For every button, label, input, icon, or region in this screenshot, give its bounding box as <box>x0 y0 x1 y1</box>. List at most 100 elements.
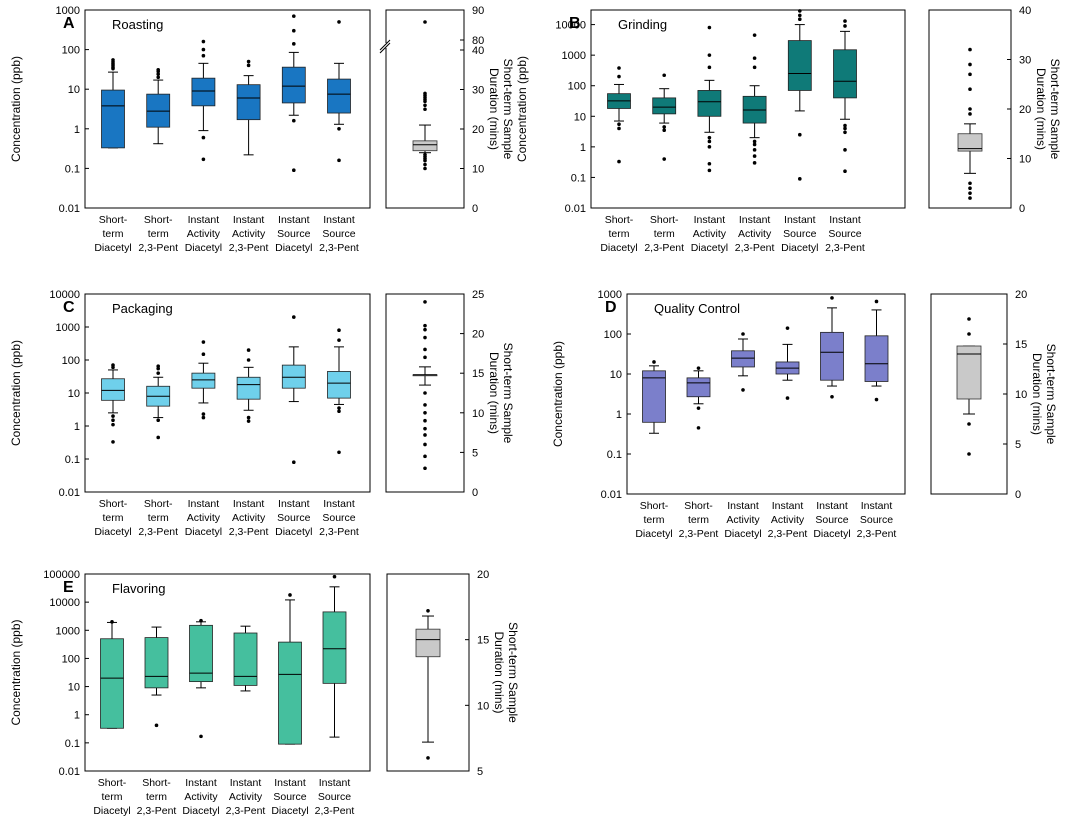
x-tick-label: 2,3-Pent <box>319 242 359 254</box>
box-1: Short-term Diacetyl <box>94 58 132 254</box>
x-tick-label: Instant <box>784 214 816 226</box>
y-tick-label: 100 <box>62 45 80 57</box>
duration-axis-label: Duration (mins) <box>487 352 501 434</box>
x-tick-label: Source <box>828 228 861 240</box>
outlier-point <box>201 352 206 356</box>
duration-tick-label: 15 <box>477 635 489 647</box>
duration-tick-label: 10 <box>477 700 489 712</box>
x-tick-label: 2,3-Pent <box>138 242 178 254</box>
y-tick-label: 1 <box>616 409 622 421</box>
x-tick-label: 2,3-Pent <box>138 526 178 538</box>
box-iqr <box>833 49 857 99</box>
y-axis-label: Concentration (ppb) <box>515 56 529 162</box>
duration-outlier <box>423 442 427 447</box>
box-iqr <box>864 335 889 382</box>
outlier-point <box>874 299 879 304</box>
outlier-point <box>707 25 712 30</box>
duration-outlier <box>968 62 972 67</box>
panel-B: B Grinding0.010.1110100100010000Concentra… <box>515 5 1062 254</box>
x-tick-label: Short- <box>144 214 173 226</box>
box-1: Short-term Diacetyl <box>93 620 131 817</box>
x-tick-label: Diacetyl <box>275 242 312 254</box>
outlier-point <box>337 127 341 131</box>
duration-axis-label: Short-term Sample <box>506 622 520 723</box>
outlier-point <box>199 618 203 623</box>
y-tick-label: 100 <box>568 81 586 93</box>
plot-frame <box>590 9 906 209</box>
x-tick-label: 2,3-Pent <box>825 242 865 254</box>
duration-outlier <box>968 87 972 91</box>
outlier-point <box>707 65 712 70</box>
duration-tick-label: 0 <box>1019 203 1025 215</box>
duration-outlier <box>968 181 972 186</box>
outlier-point <box>741 388 745 392</box>
duration-tick-label: 20 <box>472 329 484 341</box>
duration-outlier <box>967 317 971 321</box>
y-tick-label: 1000 <box>56 322 80 334</box>
x-tick-label: Activity <box>232 228 266 240</box>
outlier-point <box>843 123 847 128</box>
box-3: Instant Activity Diacetyl <box>724 332 762 540</box>
box-3: Instant Activity Diacetyl <box>691 25 728 254</box>
duration-outlier <box>423 152 427 157</box>
x-tick-label: Activity <box>771 514 805 526</box>
panel-C: C Packaging0.010.1110100100010000Concentr… <box>9 289 515 538</box>
x-tick-label: 2,3-Pent <box>679 528 719 540</box>
x-tick-label: Diacetyl <box>724 528 761 540</box>
outlier-point <box>111 418 115 422</box>
x-tick-label: Instant <box>185 777 217 789</box>
duration-outlier <box>968 72 972 77</box>
duration-tick-label: 20 <box>472 124 484 136</box>
x-tick-label: Activity <box>187 512 221 524</box>
box-iqr <box>281 364 306 389</box>
x-tick-label: Source <box>277 512 310 524</box>
outlier-point <box>201 39 206 44</box>
duration-axis-label: Duration (mins) <box>492 631 506 713</box>
duration-tick-label: 20 <box>1015 289 1027 301</box>
outlier-point <box>843 19 847 23</box>
axis-break-gap <box>376 43 390 48</box>
duration-outlier <box>968 112 972 116</box>
x-tick-label: term <box>148 228 169 240</box>
panel-A: A Roasting0.010.11101001000Concentration … <box>9 5 515 254</box>
x-tick-label: Diacetyl <box>271 805 308 817</box>
outlier-point <box>752 139 757 144</box>
outlier-point <box>246 415 251 420</box>
box-iqr <box>101 89 125 149</box>
duration-tick-label: 15 <box>472 368 484 380</box>
outlier-point <box>617 126 621 131</box>
x-tick-label: 2,3-Pent <box>226 805 266 817</box>
outlier-point <box>617 122 621 127</box>
box-iqr <box>278 641 302 745</box>
outlier-point <box>652 360 656 364</box>
outlier-point <box>843 148 847 152</box>
outlier-point <box>707 161 712 166</box>
y-tick-label: 0.01 <box>59 766 80 778</box>
outlier-point <box>292 14 296 18</box>
axis-break-mark <box>379 39 391 51</box>
duration-outlier <box>423 327 427 332</box>
outlier-point <box>337 158 341 163</box>
outlier-point <box>752 33 757 37</box>
panel-title: Quality Control <box>654 301 740 316</box>
outlier-point <box>662 157 666 161</box>
x-tick-label: Instant <box>739 214 771 226</box>
y-axis-label: Concentration (ppb) <box>9 619 23 725</box>
outlier-point <box>752 56 757 60</box>
duration-frame <box>385 293 465 493</box>
duration-tick-label: 20 <box>1019 104 1031 116</box>
panel-letter: E <box>63 579 74 596</box>
x-tick-label: Source <box>322 228 355 240</box>
panel-title: Roasting <box>112 17 163 32</box>
outlier-point <box>337 338 341 342</box>
box-2: Short-term 2,3-Pent <box>644 73 684 254</box>
y-tick-label: 10000 <box>49 597 80 609</box>
y-tick-label: 10000 <box>49 289 80 301</box>
y-tick-label: 0.01 <box>601 489 622 501</box>
box-6: Instant Source 2,3-Pent <box>319 20 359 254</box>
y-axis-label: Concentration (ppb) <box>9 56 23 162</box>
box-6: Instant Source 2,3-Pent <box>315 574 354 817</box>
x-tick-label: Short- <box>605 214 634 226</box>
